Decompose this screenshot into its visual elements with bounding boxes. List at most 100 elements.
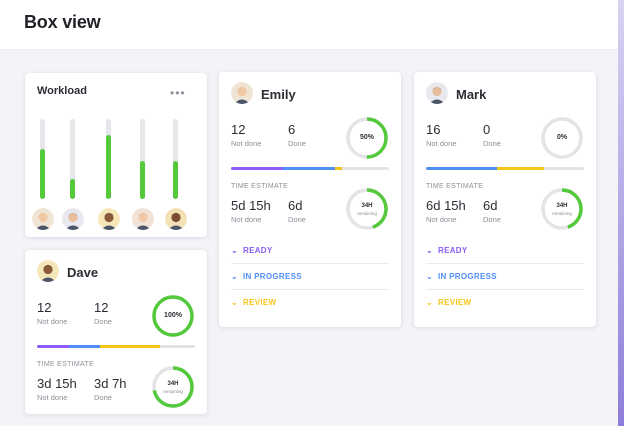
status-label: REVIEW: [243, 298, 277, 307]
person-card-dave[interactable]: Dave 12 Not done 12 Done 100% TIME ESTIMATE 3d…: [25, 250, 207, 414]
person-name: Mark: [456, 87, 487, 102]
status-group-in-progress[interactable]: ⌄ IN PROGRESS: [231, 272, 302, 281]
progress-bar: [426, 167, 584, 170]
status-label: IN PROGRESS: [438, 272, 497, 281]
time-estimate-label: TIME ESTIMATE: [426, 183, 484, 190]
status-group-ready[interactable]: ⌄ READY: [426, 246, 468, 255]
estimate-done-label: Done: [483, 215, 501, 224]
divider: [426, 263, 584, 264]
workload-bar-fill: [173, 161, 178, 199]
status-label: READY: [438, 246, 468, 255]
done-count: 0: [483, 122, 491, 137]
estimate-done-label: Done: [288, 215, 306, 224]
avatar[interactable]: [37, 260, 59, 282]
more-dots-icon[interactable]: •••: [170, 86, 186, 100]
hours-remaining-label: remaining: [163, 389, 183, 394]
status-label: READY: [243, 246, 273, 255]
workload-title: Workload: [37, 85, 87, 97]
workload-bar-fill: [140, 161, 145, 199]
status-group-ready[interactable]: ⌄ READY: [231, 246, 273, 255]
workload-bar-fill: [70, 179, 75, 199]
status-label: IN PROGRESS: [243, 272, 302, 281]
hours-value: 34H: [556, 203, 568, 209]
hours-remaining-label: remaining: [552, 211, 572, 216]
not-done-count: 12: [231, 122, 246, 137]
progress-segment-yellow: [100, 345, 161, 348]
progress-segment-purple: [231, 167, 284, 170]
estimate-done: 3d 7h: [94, 376, 127, 391]
chevron-down-icon: ⌄: [426, 272, 434, 281]
estimate-done: 6d: [483, 198, 498, 213]
estimate-not-done: 3d 15h: [37, 376, 77, 391]
person-card-mark[interactable]: Mark 16 Not done 0 Done 0% TIME ESTIMATE 6d 15…: [414, 72, 596, 327]
time-estimate-label: TIME ESTIMATE: [231, 183, 289, 190]
status-group-review[interactable]: ⌄ REVIEW: [231, 298, 276, 307]
completion-ring: [151, 294, 195, 338]
workload-bar-track: [140, 119, 145, 199]
status-label: REVIEW: [438, 298, 472, 307]
not-done-label: Not done: [426, 139, 457, 148]
workload-bar-fill: [106, 135, 111, 199]
progress-segment-blue: [68, 345, 101, 348]
workload-bar-fill: [40, 149, 45, 199]
progress-segment-yellow: [335, 167, 342, 170]
not-done-label: Not done: [231, 139, 262, 148]
estimate-not-done-label: Not done: [37, 393, 68, 402]
person-name: Dave: [67, 265, 99, 280]
chevron-down-icon: ⌄: [231, 298, 239, 307]
status-group-in-progress[interactable]: ⌄ IN PROGRESS: [426, 272, 497, 281]
done-count: 6: [288, 122, 296, 137]
estimate-not-done: 5d 15h: [231, 198, 271, 213]
time-estimate-label: TIME ESTIMATE: [37, 361, 95, 368]
progress-segment-purple: [37, 345, 69, 348]
done-label: Done: [483, 139, 501, 148]
hours-value: 34H: [167, 381, 179, 387]
chevron-down-icon: ⌄: [426, 298, 434, 307]
divider: [231, 289, 389, 290]
completion-ring: [540, 116, 584, 160]
hours-value: 34H: [361, 203, 373, 209]
hours-remaining-label: remaining: [357, 211, 377, 216]
avatar[interactable]: [62, 208, 84, 230]
chevron-down-icon: ⌄: [231, 246, 239, 255]
workload-bar-track: [70, 119, 75, 199]
completion-percent: 50%: [359, 134, 374, 141]
person-name: Emily: [261, 87, 296, 102]
chevron-down-icon: ⌄: [426, 246, 434, 255]
estimate-done: 6d: [288, 198, 303, 213]
not-done-count: 16: [426, 122, 441, 137]
progress-segment-yellow: [497, 167, 545, 170]
header: Box view: [0, 0, 618, 50]
progress-segment-blue: [426, 167, 498, 170]
completion-percent: 0%: [556, 134, 568, 141]
divider: [426, 289, 584, 290]
estimate-not-done-label: Not done: [231, 215, 262, 224]
progress-bar: [231, 167, 389, 170]
hours-ring: [151, 365, 195, 409]
estimate-not-done: 6d 15h: [426, 198, 466, 213]
window-edge: [618, 0, 624, 426]
avatar[interactable]: [132, 208, 154, 230]
progress-bar: [37, 345, 195, 348]
estimate-done-label: Done: [94, 393, 112, 402]
avatar[interactable]: [231, 82, 253, 104]
status-group-review[interactable]: ⌄ REVIEW: [426, 298, 471, 307]
avatar[interactable]: [32, 208, 54, 230]
avatar[interactable]: [98, 208, 120, 230]
hours-ring: [540, 187, 584, 231]
page-title: Box view: [24, 12, 101, 32]
done-label: Done: [288, 139, 306, 148]
avatar[interactable]: [426, 82, 448, 104]
workload-card: Workload •••: [25, 73, 207, 237]
done-label: Done: [94, 317, 112, 326]
progress-segment-blue: [283, 167, 336, 170]
chevron-down-icon: ⌄: [231, 272, 239, 281]
person-card-emily[interactable]: Emily 12 Not done 6 Done 50% TIME ESTIMATE 5d …: [219, 72, 401, 327]
completion-ring: [345, 116, 389, 160]
divider: [231, 263, 389, 264]
estimate-not-done-label: Not done: [426, 215, 457, 224]
workload-bar-track: [173, 119, 178, 199]
not-done-label: Not done: [37, 317, 68, 326]
avatar[interactable]: [165, 208, 187, 230]
done-count: 12: [94, 300, 109, 315]
